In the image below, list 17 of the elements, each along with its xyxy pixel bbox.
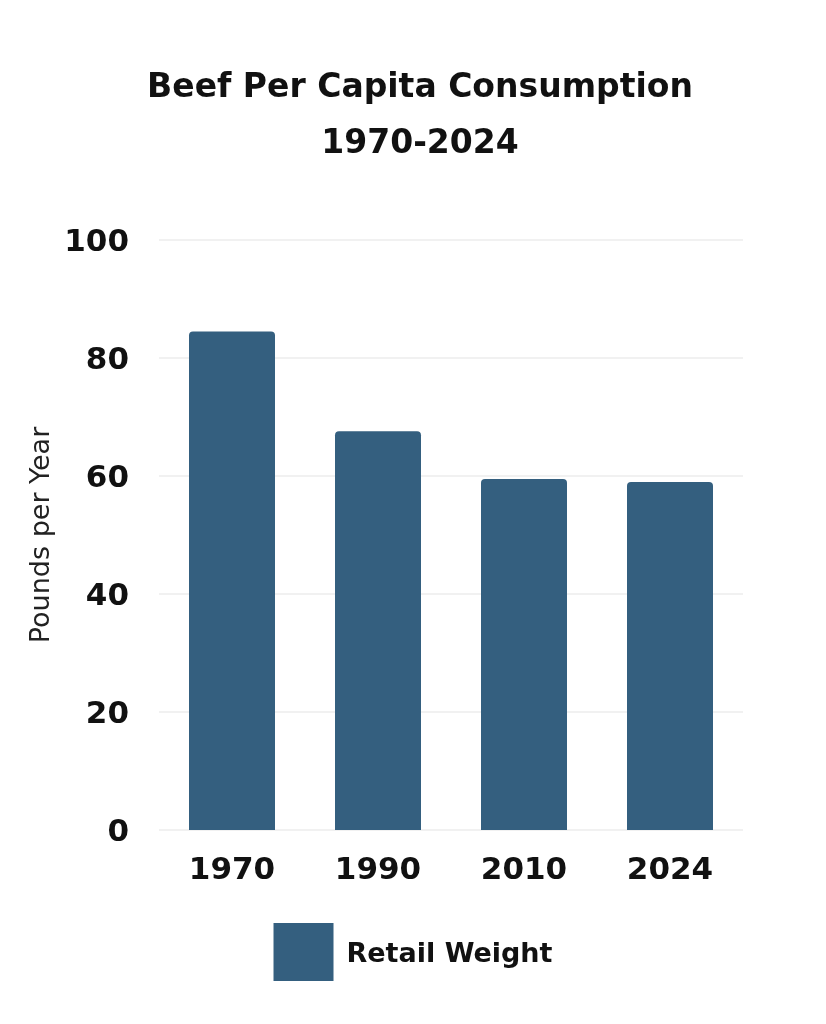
- x-tick-label: 1990: [334, 849, 422, 886]
- legend-label: Retail Weight: [346, 936, 553, 968]
- x-tick-label: 1970: [188, 849, 276, 886]
- y-tick-label: 0: [107, 812, 129, 848]
- y-tick-label: 80: [85, 340, 129, 376]
- y-tick-label: 100: [64, 222, 129, 258]
- y-tick-label: 60: [85, 458, 129, 494]
- chart-title: Beef Per Capita Consumption 1970-2024: [147, 65, 693, 161]
- bar: [627, 481, 713, 830]
- bar: [335, 431, 421, 830]
- y-axis-title: Pounds per Year: [24, 425, 56, 644]
- bar: [481, 478, 567, 830]
- y-tick-label: 20: [85, 694, 129, 730]
- x-tick-label: 2024: [626, 849, 714, 886]
- bar: [189, 331, 275, 830]
- y-tick-label: 40: [85, 576, 129, 612]
- x-tick-label: 2010: [480, 849, 568, 886]
